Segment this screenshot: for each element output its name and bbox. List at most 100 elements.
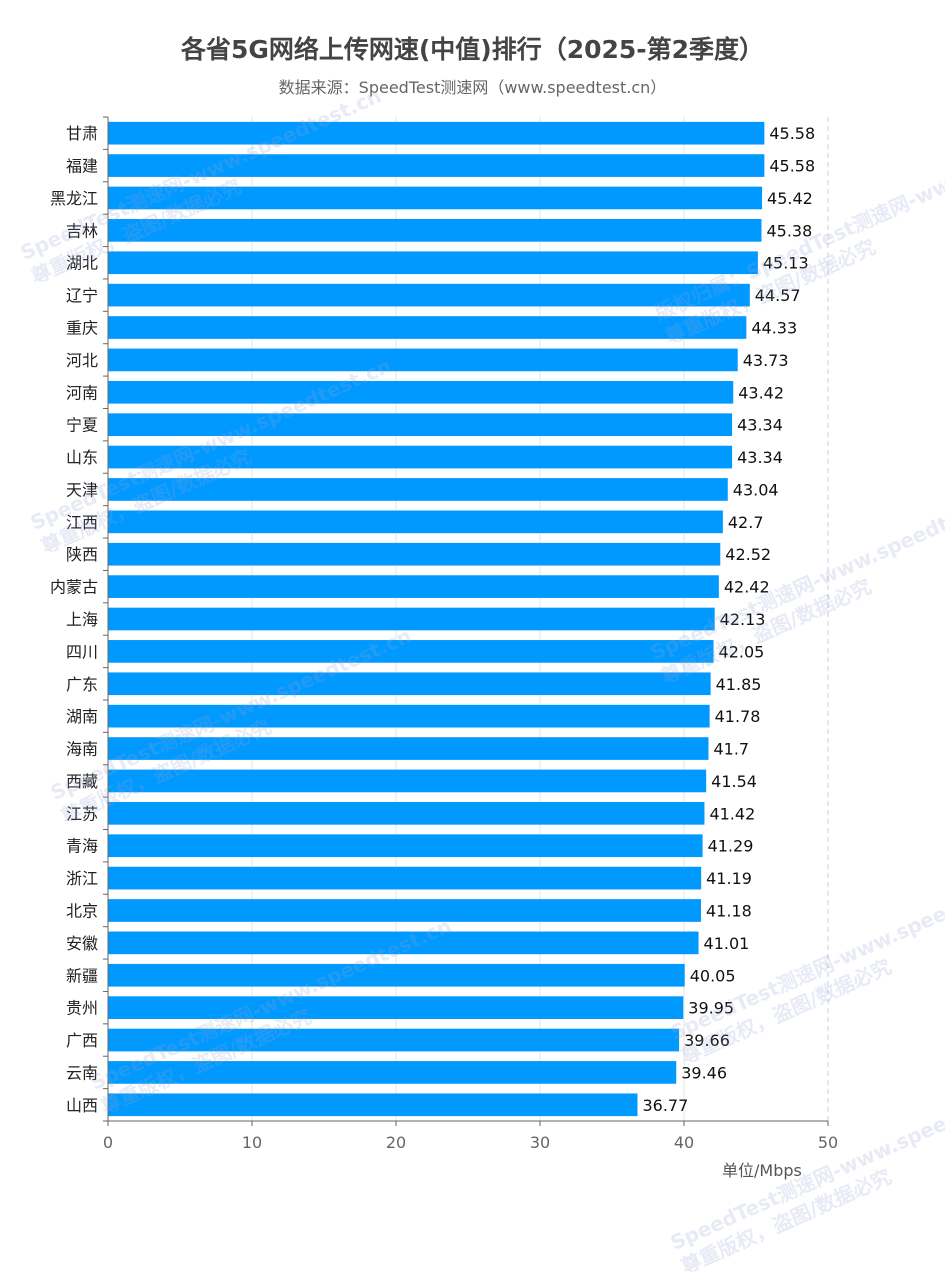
category-label: 海南 <box>66 740 98 759</box>
bar <box>108 704 710 728</box>
value-label: 43.04 <box>733 480 779 499</box>
bar <box>108 1061 677 1084</box>
value-label: 42.7 <box>728 513 764 532</box>
value-label: 42.13 <box>720 610 766 629</box>
x-tick-label: 10 <box>242 1133 262 1152</box>
x-tick-label: 30 <box>530 1133 550 1152</box>
category-label: 浙江 <box>66 869 98 888</box>
value-label: 36.77 <box>642 1096 688 1115</box>
value-label: 44.57 <box>755 286 801 305</box>
labels: 甘肃 45.58 福建 45.58 黑龙江 45.42 吉林 45.38 湖北 45.13 辽宁 44… <box>50 124 838 1152</box>
bar <box>108 801 705 825</box>
category-label: 北京 <box>66 901 98 920</box>
value-label: 41.7 <box>713 740 749 759</box>
category-label: 内蒙古 <box>50 578 98 597</box>
bar <box>108 445 733 469</box>
bar <box>108 834 703 858</box>
x-axis-unit-label: 单位/Mbps <box>722 1161 802 1180</box>
value-label: 39.46 <box>681 1063 727 1082</box>
bar <box>108 542 721 566</box>
category-label: 陕西 <box>66 545 98 564</box>
category-label: 云南 <box>66 1063 98 1082</box>
value-label: 45.42 <box>767 189 813 208</box>
value-label: 42.05 <box>719 642 765 661</box>
bar <box>108 251 758 275</box>
x-tick-label: 40 <box>674 1133 694 1152</box>
category-label: 江苏 <box>66 804 98 823</box>
value-label: 41.78 <box>715 707 761 726</box>
value-label: 41.29 <box>708 837 754 856</box>
bar <box>108 607 715 631</box>
category-label: 西藏 <box>66 772 98 791</box>
value-label: 43.73 <box>743 351 789 370</box>
category-label: 新疆 <box>66 966 98 985</box>
category-label: 广西 <box>66 1031 98 1050</box>
bar <box>108 121 765 145</box>
category-label: 黑龙江 <box>50 189 98 208</box>
bar <box>108 348 738 372</box>
bar <box>108 899 701 922</box>
bar <box>108 575 719 598</box>
category-label: 河南 <box>66 383 98 402</box>
value-label: 45.38 <box>766 221 812 240</box>
value-label: 41.19 <box>706 869 752 888</box>
bar <box>108 769 707 793</box>
value-label: 39.66 <box>684 1031 730 1050</box>
value-label: 42.42 <box>724 578 770 597</box>
value-label: 43.34 <box>737 448 783 467</box>
category-label: 安徽 <box>66 934 98 953</box>
bar <box>108 478 728 501</box>
bars <box>108 121 765 1117</box>
value-label: 43.34 <box>737 416 783 435</box>
category-label: 辽宁 <box>66 286 98 305</box>
bar <box>108 866 702 890</box>
category-label: 上海 <box>66 610 98 629</box>
bar <box>108 737 709 760</box>
value-label: 41.85 <box>716 675 762 694</box>
x-tick-label: 20 <box>386 1133 406 1152</box>
bar <box>108 931 699 955</box>
value-label: 44.33 <box>751 319 797 338</box>
category-label: 福建 <box>66 157 98 176</box>
value-label: 41.18 <box>706 901 752 920</box>
category-label: 湖南 <box>66 707 98 726</box>
category-label: 江西 <box>66 513 98 532</box>
value-label: 43.42 <box>738 383 784 402</box>
bar <box>108 963 685 987</box>
bar <box>108 510 723 534</box>
bar <box>108 640 714 663</box>
bar <box>108 996 684 1019</box>
value-label: 41.01 <box>704 934 750 953</box>
bar <box>108 283 750 307</box>
value-label: 41.42 <box>709 804 755 823</box>
category-label: 广东 <box>66 675 98 694</box>
bar <box>108 380 734 404</box>
chart-title: 各省5G网络上传网速(中值)排行（2025-第2季度） <box>180 35 765 64</box>
bar <box>108 672 711 696</box>
category-label: 湖北 <box>66 254 98 273</box>
value-label: 45.58 <box>769 124 815 143</box>
category-label: 贵州 <box>66 999 98 1018</box>
category-label: 甘肃 <box>66 124 98 143</box>
bar <box>108 316 747 339</box>
category-label: 山西 <box>66 1096 98 1115</box>
category-label: 青海 <box>66 837 98 856</box>
category-label: 天津 <box>66 480 98 499</box>
bar <box>108 413 733 437</box>
value-label: 39.95 <box>688 999 734 1018</box>
chart-subtitle: 数据来源：SpeedTest测速网（www.speedtest.cn） <box>278 78 667 97</box>
x-tick-label: 50 <box>818 1133 838 1152</box>
category-label: 山东 <box>66 448 98 467</box>
value-label: 45.58 <box>769 157 815 176</box>
x-tick-label: 0 <box>103 1133 113 1152</box>
bar <box>108 186 763 210</box>
bar <box>108 219 762 242</box>
bar <box>108 1093 638 1117</box>
value-label: 45.13 <box>763 254 809 273</box>
value-label: 42.52 <box>725 545 771 564</box>
bar <box>108 154 765 177</box>
category-label: 重庆 <box>66 319 98 338</box>
category-label: 四川 <box>66 642 98 661</box>
category-label: 河北 <box>66 351 98 370</box>
